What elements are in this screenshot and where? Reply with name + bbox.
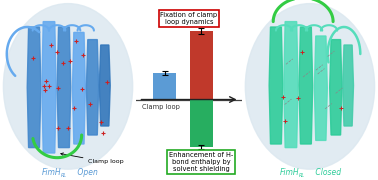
Text: Fixation of clamp
loop dynamics: Fixation of clamp loop dynamics — [160, 12, 218, 25]
Text: FimH: FimH — [279, 168, 299, 177]
Polygon shape — [87, 40, 99, 135]
Polygon shape — [330, 40, 342, 135]
Polygon shape — [284, 22, 298, 148]
Text: Enhancement of H-
bond enthalpy by
solvent shielding: Enhancement of H- bond enthalpy by solve… — [169, 152, 233, 172]
Polygon shape — [299, 27, 313, 144]
Bar — [190, 100, 212, 147]
Text: FimH: FimH — [42, 168, 61, 177]
Bar — [190, 31, 212, 100]
Polygon shape — [314, 36, 327, 140]
Text: RL: RL — [61, 173, 67, 178]
Text: Clamp loop: Clamp loop — [142, 104, 180, 110]
Bar — [153, 73, 176, 100]
Ellipse shape — [245, 4, 375, 169]
Polygon shape — [73, 32, 85, 144]
Text: RL: RL — [299, 173, 305, 178]
Polygon shape — [269, 27, 283, 144]
Text: Clamp loop: Clamp loop — [61, 153, 124, 165]
Text: Closed: Closed — [313, 168, 341, 177]
Text: Open: Open — [75, 168, 98, 177]
Polygon shape — [42, 22, 56, 153]
Ellipse shape — [3, 4, 133, 169]
Polygon shape — [57, 27, 71, 148]
Polygon shape — [99, 45, 110, 126]
Polygon shape — [27, 27, 41, 148]
Polygon shape — [342, 45, 353, 126]
